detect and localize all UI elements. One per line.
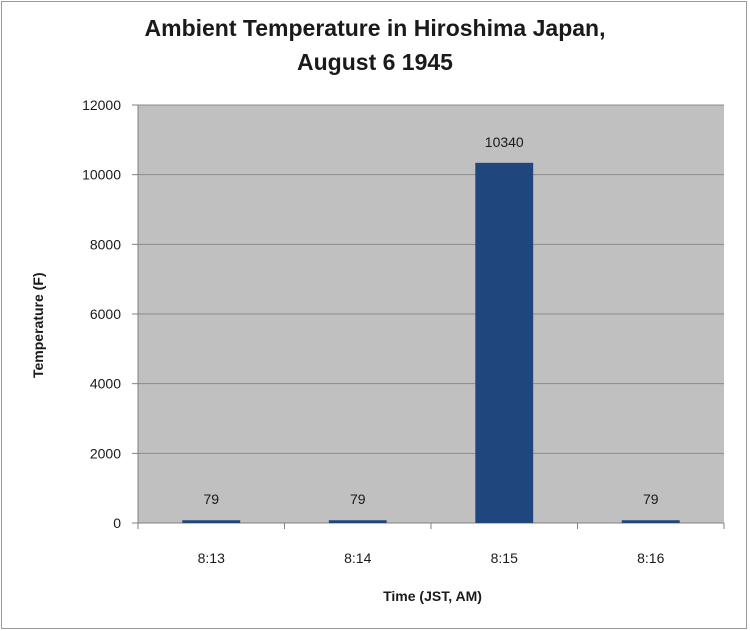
y-axis-label: Temperature (F) (30, 272, 46, 378)
bar (621, 520, 680, 523)
y-tick-label: 12000 (82, 97, 121, 113)
data-label: 10340 (485, 134, 524, 150)
x-axis-label: Time (JST, AM) (383, 588, 482, 604)
chart-title-line-2: August 6 1945 (297, 49, 453, 75)
x-tick-label: 8:16 (637, 550, 664, 566)
y-tick-label: 8000 (90, 236, 121, 252)
x-tick-labels: 8:13 8:14 8:15 8:16 (198, 550, 665, 566)
data-label: 79 (203, 491, 219, 507)
y-tick-labels: 0 2000 4000 6000 8000 10000 12000 (82, 97, 121, 531)
y-tick-label: 4000 (90, 376, 121, 392)
bar (328, 520, 387, 523)
y-tick-label: 0 (113, 515, 121, 531)
data-label: 79 (350, 491, 366, 507)
x-tick-label: 8:13 (198, 550, 225, 566)
bar (182, 520, 241, 523)
gridlines (138, 104, 724, 454)
bars (182, 162, 680, 523)
y-tick-label: 2000 (90, 445, 121, 461)
data-labels: 79 79 10340 79 (203, 134, 658, 507)
x-tick-label: 8:15 (491, 550, 518, 566)
y-tick-label: 10000 (82, 167, 121, 183)
chart-title-line-1: Ambient Temperature in Hiroshima Japan, (144, 15, 606, 41)
y-tick-label: 6000 (90, 306, 121, 322)
x-tick-label: 8:14 (344, 550, 371, 566)
data-label: 79 (643, 491, 659, 507)
bar (475, 162, 534, 523)
